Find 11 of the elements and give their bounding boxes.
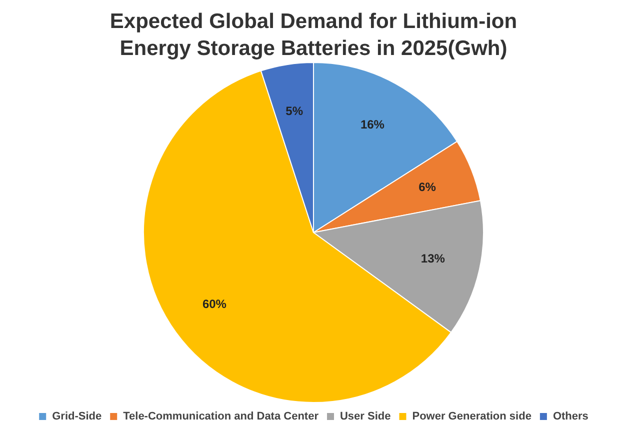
legend-label: Grid-Side bbox=[52, 410, 102, 423]
data-label: 13% bbox=[420, 252, 446, 266]
legend-label: User Side bbox=[340, 410, 391, 423]
chart-title: Expected Global Demand for Lithium-ion Energy Storage Batteries in 2025(Gwh) bbox=[108, 9, 518, 62]
data-label: 5% bbox=[286, 104, 304, 118]
legend-label: Others bbox=[552, 410, 588, 423]
legend-label: Tele-Communication and Data Center bbox=[123, 410, 320, 423]
legend-label: Power Generation side bbox=[412, 410, 532, 423]
data-label: 6% bbox=[418, 180, 436, 194]
data-label: 60% bbox=[202, 296, 227, 311]
data-label: 16% bbox=[360, 118, 385, 132]
